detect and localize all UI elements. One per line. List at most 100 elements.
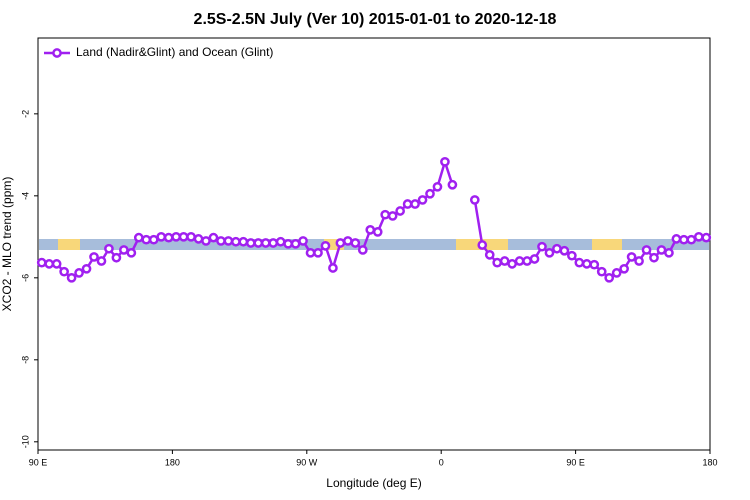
point [619,263,629,274]
point [425,188,435,199]
x-tick-label: 90 W [296,457,318,467]
point [484,250,495,260]
point [66,272,77,283]
point [440,156,450,167]
point [395,206,405,216]
legend-marker [52,48,62,58]
point [178,231,189,242]
point [507,259,517,269]
point [686,234,697,245]
point [365,225,376,235]
point [537,241,547,252]
point [328,263,338,273]
point [410,199,420,209]
point [275,236,286,247]
point [529,254,540,264]
point [104,243,114,254]
point [268,238,279,248]
point [313,247,323,258]
point [260,238,271,248]
point [51,259,62,269]
y-tick-label: -4 [20,192,30,200]
point [544,247,555,258]
series-line [41,157,707,280]
x-tick-label: 90 E [29,457,48,467]
point [417,195,428,205]
point [305,247,316,258]
point [171,231,181,242]
point [492,257,503,268]
point [671,234,682,244]
point [89,252,99,262]
point [231,236,241,247]
point [133,232,144,243]
point [201,236,211,246]
point [156,231,167,242]
chart-title: 2.5S-2.5N July (Ver 10) 2015-01-01 to 20… [194,11,557,28]
point [372,227,383,237]
x-tick-label: 180 [165,457,180,467]
point [59,266,69,277]
point [357,245,368,255]
point [641,245,652,255]
point [186,231,196,242]
point [477,240,488,250]
point [567,250,577,261]
point [96,256,107,266]
point [163,232,174,243]
point [126,247,137,258]
point [253,238,264,248]
x-tick-label: 90 E [566,457,585,467]
legend-label: Land (Nadir&Glint) and Ocean (Glint) [76,45,273,59]
point [119,245,129,255]
x-tick-label: 180 [702,457,717,467]
point [693,231,704,242]
point [141,234,152,245]
point [148,234,159,245]
point [447,179,458,190]
point [298,236,308,246]
point [387,211,398,221]
point [193,234,204,244]
point [350,238,361,248]
x-axis-label: Longitude (deg E) [326,476,421,490]
point [432,181,443,192]
point [514,256,525,266]
point [611,268,622,278]
y-tick-label: -8 [20,356,30,364]
y-axis-label: XCO2 - MLO trend (ppm) [0,177,14,312]
plot-frame [37,37,711,451]
point [36,257,47,268]
point [664,247,674,258]
point [589,259,600,270]
point [44,259,55,269]
point [679,234,689,245]
point [343,236,353,246]
point [701,232,712,243]
point [469,195,480,205]
point [656,245,667,255]
point [581,259,592,269]
point [649,252,659,263]
point [335,238,346,248]
point [74,268,84,278]
y-tick-label: -6 [20,274,30,282]
point [81,263,92,274]
point [574,257,585,268]
point [604,272,615,283]
y-tick-label: -2 [20,110,30,118]
point [245,238,256,248]
point [522,256,532,266]
point [380,209,391,220]
point [320,240,331,251]
point [216,236,226,246]
point [596,266,607,277]
point [223,236,234,246]
point [559,245,570,256]
point [283,238,293,249]
point [626,252,637,262]
point [499,256,510,266]
point [208,232,219,243]
y-tick-label: -10 [20,435,30,448]
